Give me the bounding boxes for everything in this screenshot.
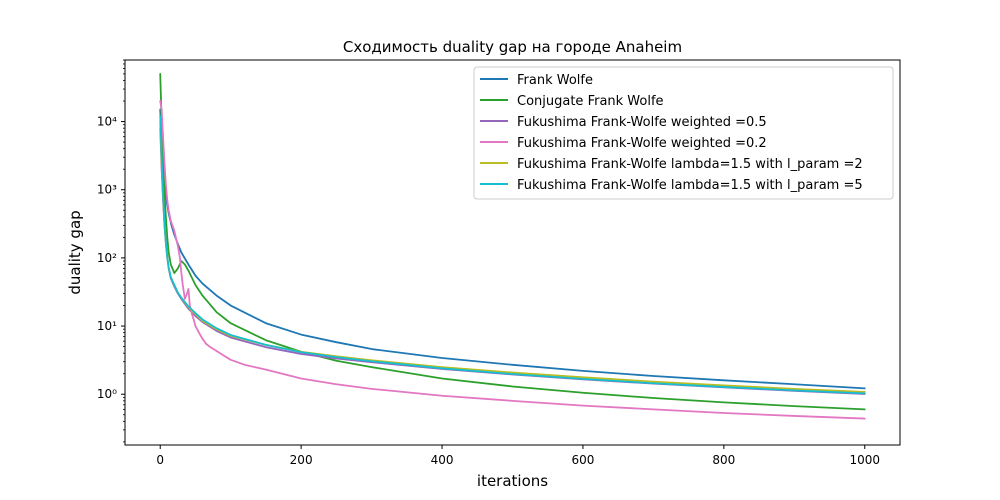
chart-title: Сходимость duality gap на городе Anaheim [343, 38, 682, 56]
plot-area: 0 200 400 600 800 1000 10⁰ 10¹ 10² 10³ 10⁴ [97, 59, 901, 467]
x-tick-label: 400 [431, 453, 454, 467]
y-tick-label: 10¹ [97, 319, 117, 333]
x-axis-ticks: 0 200 400 600 800 1000 [156, 445, 880, 467]
series-line-2 [159, 73, 866, 411]
series-line-4 [159, 100, 866, 420]
x-tick-label: 0 [156, 453, 164, 467]
legend-label-5: Fukushima Frank-Wolfe lambda=1.5 with l_… [517, 157, 863, 172]
legend: Frank Wolfe Conjugate Frank Wolfe Fukushim… [473, 66, 894, 200]
series-lines [159, 73, 866, 420]
x-tick-label: 800 [712, 453, 735, 467]
plot-frame [124, 59, 901, 446]
legend-label-4: Fukushima Frank-Wolfe weighted =0.2 [517, 136, 767, 151]
legend-label-3: Fukushima Frank-Wolfe weighted =0.5 [517, 115, 767, 130]
x-tick-label: 600 [572, 453, 595, 467]
legend-label-6: Fukushima Frank-Wolfe lambda=1.5 with l_… [517, 178, 863, 193]
legend-frame [473, 66, 894, 200]
x-axis-label: iterations [477, 472, 548, 490]
x-tick-label: 200 [290, 453, 313, 467]
legend-label-2: Conjugate Frank Wolfe [517, 94, 664, 109]
y-tick-label: 10⁰ [97, 387, 117, 401]
series-line-6 [159, 115, 866, 395]
x-tick-label: 1000 [849, 453, 880, 467]
y-tick-label: 10⁴ [97, 115, 117, 129]
y-axis-label: duality gap [66, 210, 84, 294]
legend-label-1: Frank Wolfe [517, 73, 593, 88]
y-axis-ticks: 10⁰ 10¹ 10² 10³ 10⁴ [97, 59, 125, 443]
y-tick-label: 10³ [97, 183, 117, 197]
y-tick-label: 10² [97, 251, 117, 265]
